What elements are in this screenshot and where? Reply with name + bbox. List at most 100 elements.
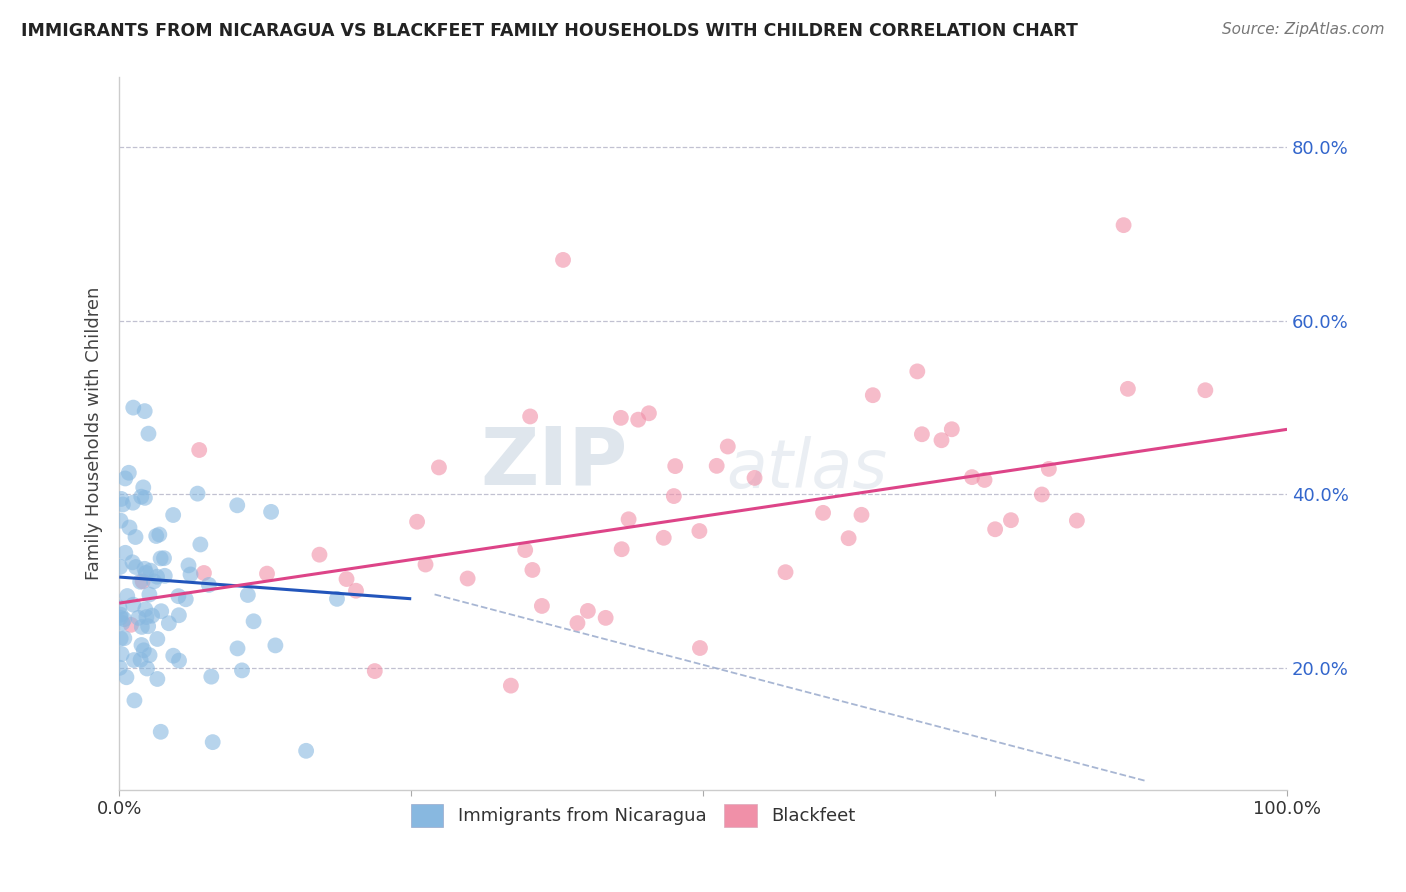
Point xyxy=(138,426,160,441)
Point xyxy=(190,537,212,551)
Point xyxy=(121,555,143,569)
Point xyxy=(231,664,253,678)
Point xyxy=(110,647,132,661)
Point xyxy=(146,570,169,584)
Point xyxy=(457,572,479,586)
Point xyxy=(135,610,157,624)
Point xyxy=(124,530,146,544)
Point xyxy=(124,693,146,707)
Y-axis label: Family Households with Children: Family Households with Children xyxy=(86,287,103,581)
Point xyxy=(114,546,136,560)
Point xyxy=(110,632,132,646)
Point xyxy=(115,670,138,684)
Point xyxy=(136,619,159,633)
Point xyxy=(110,514,132,528)
Point xyxy=(122,401,145,415)
Point xyxy=(551,252,574,267)
Point xyxy=(118,466,141,480)
Point xyxy=(117,589,139,603)
Point xyxy=(717,440,740,454)
Point xyxy=(153,551,176,566)
Point xyxy=(108,600,131,615)
Point xyxy=(1031,487,1053,501)
Point xyxy=(145,529,167,543)
Point xyxy=(108,560,131,574)
Point xyxy=(610,542,633,557)
Point xyxy=(118,520,141,534)
Point xyxy=(112,612,135,626)
Point xyxy=(157,616,180,631)
Point xyxy=(134,491,156,505)
Point xyxy=(308,548,330,562)
Point xyxy=(406,515,429,529)
Point xyxy=(1000,513,1022,527)
Point xyxy=(260,505,283,519)
Point xyxy=(264,639,287,653)
Point xyxy=(139,564,162,578)
Point xyxy=(689,640,711,655)
Point xyxy=(1038,462,1060,476)
Point xyxy=(236,588,259,602)
Point xyxy=(122,598,145,612)
Point xyxy=(610,410,633,425)
Point xyxy=(811,506,834,520)
Point xyxy=(193,566,215,580)
Point xyxy=(617,512,640,526)
Point xyxy=(149,724,172,739)
Point xyxy=(108,661,131,675)
Point xyxy=(415,558,437,572)
Point xyxy=(111,615,134,630)
Point xyxy=(131,638,153,652)
Point xyxy=(180,567,202,582)
Point xyxy=(595,611,617,625)
Text: Source: ZipAtlas.com: Source: ZipAtlas.com xyxy=(1222,22,1385,37)
Point xyxy=(149,551,172,566)
Point xyxy=(136,661,159,675)
Point xyxy=(162,508,184,522)
Point xyxy=(530,599,553,613)
Point xyxy=(706,458,728,473)
Point xyxy=(131,620,153,634)
Point xyxy=(200,670,222,684)
Point xyxy=(138,588,160,602)
Point xyxy=(146,632,169,646)
Point xyxy=(911,427,934,442)
Point xyxy=(931,434,953,448)
Point xyxy=(138,648,160,662)
Point xyxy=(851,508,873,522)
Point xyxy=(627,412,650,426)
Point xyxy=(129,490,152,504)
Point xyxy=(567,616,589,631)
Point xyxy=(242,615,264,629)
Point xyxy=(344,583,367,598)
Point xyxy=(153,569,176,583)
Point xyxy=(174,592,197,607)
Point xyxy=(427,460,450,475)
Point xyxy=(188,442,211,457)
Point xyxy=(146,672,169,686)
Point xyxy=(177,558,200,573)
Point xyxy=(519,409,541,424)
Point xyxy=(110,491,132,506)
Point xyxy=(120,617,142,632)
Point xyxy=(638,406,661,420)
Point xyxy=(326,591,349,606)
Point xyxy=(226,641,249,656)
Point xyxy=(198,578,221,592)
Point xyxy=(941,422,963,436)
Point xyxy=(131,574,153,589)
Point xyxy=(499,679,522,693)
Point xyxy=(662,489,685,503)
Point xyxy=(132,643,155,657)
Point xyxy=(226,498,249,512)
Point xyxy=(150,604,173,618)
Point xyxy=(110,607,132,622)
Point xyxy=(201,735,224,749)
Point xyxy=(1116,382,1139,396)
Legend: Immigrants from Nicaragua, Blackfeet: Immigrants from Nicaragua, Blackfeet xyxy=(404,797,863,834)
Point xyxy=(141,608,163,623)
Point xyxy=(905,364,928,378)
Point xyxy=(522,563,544,577)
Point xyxy=(862,388,884,402)
Point xyxy=(132,480,155,494)
